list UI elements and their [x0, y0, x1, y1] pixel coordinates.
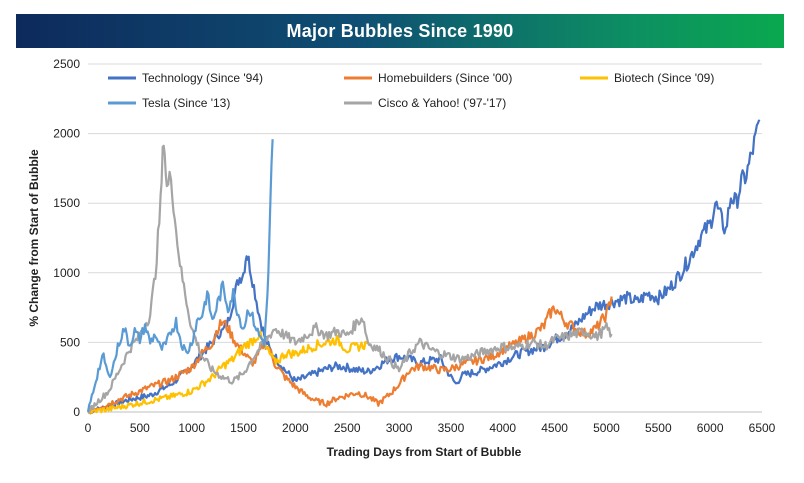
- x-tick-label: 5500: [645, 421, 672, 435]
- y-tick-label: 0: [73, 405, 80, 419]
- x-tick-label: 3500: [438, 421, 465, 435]
- series-line-1: [87, 296, 613, 415]
- y-tick-label: 2500: [53, 57, 80, 71]
- legend-label: Biotech (Since '09): [614, 71, 714, 85]
- x-tick-label: 5000: [593, 421, 620, 435]
- x-tick-label: 4500: [541, 421, 568, 435]
- x-tick-label: 500: [130, 421, 150, 435]
- x-tick-label: 3000: [386, 421, 413, 435]
- x-tick-label: 1000: [178, 421, 205, 435]
- legend-label: Cisco & Yahoo! ('97-'17): [378, 96, 506, 110]
- y-axis-title: % Change from Start of Bubble: [27, 149, 41, 327]
- legend-label: Technology (Since '94): [142, 71, 263, 85]
- legend: Technology (Since '94) Homebuilders (Sinc…: [108, 71, 714, 110]
- y-tick-label: 1000: [53, 266, 80, 280]
- series-line-2: [87, 330, 369, 415]
- x-tick-label: 0: [85, 421, 92, 435]
- x-tick-label: 6000: [697, 421, 724, 435]
- legend-label: Homebuilders (Since '00): [378, 71, 512, 85]
- y-tick-label: 500: [60, 335, 80, 349]
- x-tick-label: 1500: [230, 421, 257, 435]
- chart-title: Major Bubbles Since 1990: [286, 20, 514, 41]
- x-tick-label: 4000: [489, 421, 516, 435]
- axes: 0 500 1000 1500 2000 2500 0 500 1000 1500 2000 2500…: [53, 57, 775, 435]
- x-axis-title: Trading Days from Start of Bubble: [327, 445, 522, 459]
- series-layer: [86, 119, 761, 415]
- x-tick-label: 2000: [282, 421, 309, 435]
- chart-title-banner: Major Bubbles Since 1990: [16, 14, 784, 48]
- legend-label: Tesla (Since '13): [142, 96, 230, 110]
- series-line-3: [86, 139, 274, 413]
- series-line-4: [87, 144, 613, 414]
- x-tick-label: 2500: [334, 421, 361, 435]
- y-tick-label: 2000: [53, 127, 80, 141]
- x-tick-label: 6500: [749, 421, 776, 435]
- y-tick-label: 1500: [53, 196, 80, 210]
